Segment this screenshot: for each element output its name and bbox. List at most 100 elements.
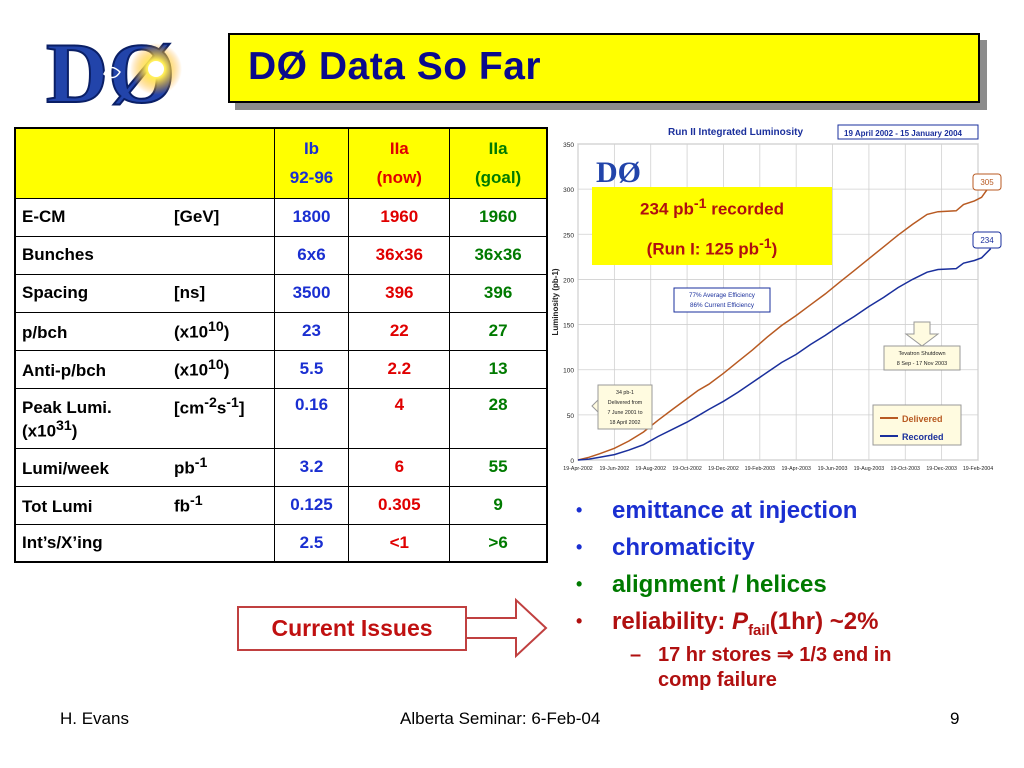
table-cell: 1960 <box>449 197 548 237</box>
chart-title: Run II Integrated Luminosity <box>668 127 803 138</box>
table-cell: 6 <box>348 447 451 487</box>
bullet-text: emittance at injection <box>612 497 858 524</box>
table-cell: 5.5 <box>273 349 350 389</box>
delivered-note-label: Delivered from <box>608 400 643 406</box>
parameter-unit: [GeV] <box>174 207 220 226</box>
shutdown-box <box>883 345 961 371</box>
delivered-note-pointer <box>591 398 599 414</box>
column-header-line-2: (now) <box>376 168 422 188</box>
parameter-unit: fb-1 <box>174 493 203 516</box>
table-row: Anti-p/bch (x1010) 5.5 2.2 13 <box>14 349 548 389</box>
bullet-text: reliability: Pfail(1hr) ~2% <box>612 608 879 639</box>
x-tick-label: 19-Oct-2002 <box>672 466 701 472</box>
row-label: Anti-p/bch (x1010) <box>14 349 275 389</box>
table-header-row: Ib 92-96 IIa (now) IIa (goal) <box>14 127 548 199</box>
table-cell: 396 <box>348 273 451 313</box>
bullet-item: • emittance at injection <box>574 492 1014 529</box>
delivered-note-label: 34 pb-1 <box>616 390 634 396</box>
table-cell: 23 <box>273 311 350 351</box>
bullet-dot: • <box>576 537 583 557</box>
parameter-name: Lumi/week <box>22 458 109 478</box>
bullet-item: • reliability: Pfail(1hr) ~2% <box>574 603 1014 640</box>
y-tick-label: 200 <box>563 277 574 284</box>
bullet-item: • chromaticity <box>574 529 1014 566</box>
luminosity-chart: Run II Integrated Luminosity 19 April 200… <box>548 120 1018 480</box>
parameter-unit: [ns] <box>174 283 206 302</box>
table-cell: 22 <box>348 311 451 351</box>
table-cell: 28 <box>449 387 548 449</box>
parameter-name: Peak Lumi. <box>22 398 112 418</box>
column-header-line-1: Ib <box>303 139 320 159</box>
series-line <box>577 184 992 461</box>
delivered-note-label: 7 June 2001 to <box>607 410 642 416</box>
parameter-name-line-2: (x1031) <box>22 418 78 441</box>
table-cell: 0.16 <box>273 387 350 449</box>
sub-bullet: – 17 hr stores ⇒ 1/3 end in comp failure <box>574 643 1014 693</box>
table-cell: 4 <box>348 387 451 449</box>
table-cell: 55 <box>449 447 548 487</box>
table-row: Peak Lumi. [cm-2s-1] (x1031) 0.16 4 28 <box>14 387 548 449</box>
table-cell: 3500 <box>273 273 350 313</box>
row-label: p/bch (x1010) <box>14 311 275 351</box>
callout-line-1: 234 pb-1 recorded <box>640 196 784 219</box>
table-header-blank <box>14 127 275 199</box>
y-tick-label: 0 <box>570 458 574 465</box>
table-cell: 1800 <box>273 197 350 237</box>
efficiency-label: 86% Current Efficiency <box>690 302 755 309</box>
parameter-unit: (x1010) <box>174 357 230 380</box>
bullet-text: chromaticity <box>612 534 755 561</box>
table-cell: 1960 <box>348 197 451 237</box>
parameter-name: Int’s/X’ing <box>22 532 103 552</box>
chart-date-range: 19 April 2002 - 15 January 2004 <box>844 129 963 138</box>
series-end-label: 234 <box>980 236 994 245</box>
table-cell: <1 <box>348 523 451 563</box>
right-arrow-icon <box>465 597 548 659</box>
x-tick-label: 19-Dec-2002 <box>708 466 739 472</box>
x-tick-label: 19-Apr-2002 <box>563 466 592 472</box>
parameter-name: Bunches <box>22 245 94 264</box>
y-axis-label: Luminosity (pb-1) <box>551 268 560 335</box>
x-tick-label: 19-Jun-2002 <box>599 466 629 472</box>
shutdown-label: Tevatron Shutdown <box>898 351 945 357</box>
parameter-name: E-CM <box>22 207 66 226</box>
shutdown-label: 8 Sep - 17 Nov 2003 <box>897 361 947 367</box>
legend-label: Delivered <box>902 414 943 424</box>
efficiency-box <box>673 287 771 313</box>
y-tick-label: 150 <box>563 323 574 330</box>
table-row: Bunches 6x6 36x36 36x36 <box>14 235 548 275</box>
table-row: Spacing [ns] 3500 396 396 <box>14 273 548 313</box>
x-tick-label: 19-Dec-2003 <box>926 466 957 472</box>
column-header-line-1: IIa <box>488 139 508 159</box>
parameter-unit: (x1010) <box>174 319 230 342</box>
parameter-unit: pb-1 <box>174 455 208 478</box>
y-tick-label: 300 <box>563 187 574 194</box>
table-row: p/bch (x1010) 23 22 27 <box>14 311 548 351</box>
table-row: Lumi/week pb-1 3.2 6 55 <box>14 447 548 487</box>
table-row: Int’s/X’ing 2.5 <1 >6 <box>14 523 548 563</box>
column-header-line-2: 92-96 <box>289 168 334 188</box>
legend-label: Recorded <box>902 432 944 442</box>
shutdown-arrow-icon <box>904 321 940 347</box>
table-cell: 36x36 <box>449 235 548 275</box>
row-label: Int’s/X’ing <box>14 523 275 563</box>
x-tick-label: 19-Aug-2002 <box>635 466 666 472</box>
row-label: Spacing [ns] <box>14 273 275 313</box>
y-tick-label: 50 <box>567 413 575 420</box>
bullet-dot: • <box>576 611 583 631</box>
delivered-note-label: 18 April 2002 <box>610 420 641 426</box>
bullet-dot: • <box>576 574 583 594</box>
footer-page-number: 9 <box>950 709 960 728</box>
row-label: Tot Lumi fb-1 <box>14 485 275 525</box>
x-tick-label: 19-Oct-2003 <box>891 466 920 472</box>
legend-box <box>872 404 962 446</box>
table-row: Tot Lumi fb-1 0.125 0.305 9 <box>14 485 548 525</box>
parameter-name: Tot Lumi <box>22 496 93 516</box>
bullet-text: alignment / helices <box>612 571 827 598</box>
table-cell: 0.305 <box>348 485 451 525</box>
current-issues-box: Current Issues <box>237 606 467 651</box>
y-tick-label: 350 <box>563 142 574 149</box>
efficiency-label: 77% Average Efficiency <box>689 292 756 299</box>
table-cell: 6x6 <box>273 235 350 275</box>
bullet-dot: • <box>576 500 583 520</box>
column-header-line-2: (goal) <box>474 168 522 188</box>
